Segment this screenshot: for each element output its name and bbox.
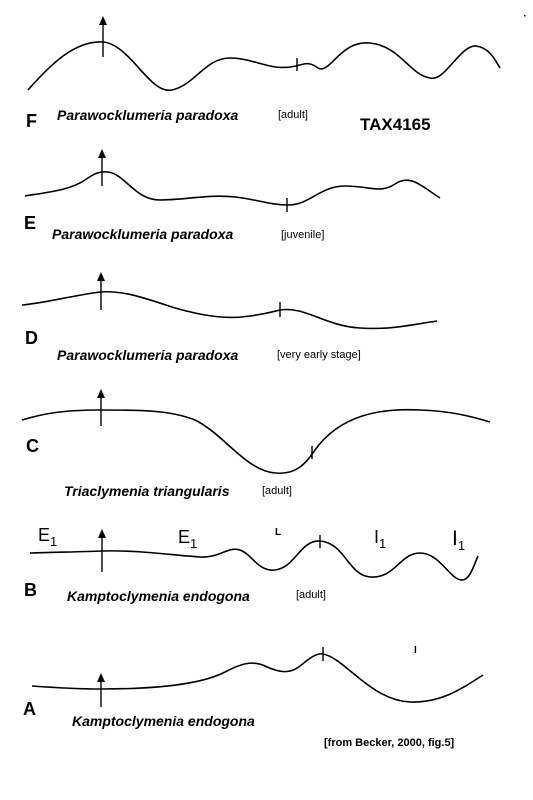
suture-line-a bbox=[31, 653, 484, 703]
species-name-f: Parawocklumeria paradoxa bbox=[57, 107, 239, 123]
suture-line-c bbox=[21, 408, 491, 475]
source-citation: [from Becker, 2000, fig.5] bbox=[324, 737, 455, 749]
stage-label-d: [very early stage] bbox=[277, 349, 361, 361]
species-name-c: Triaclymenia triangularis bbox=[64, 483, 230, 499]
species-name-d: Parawocklumeria paradoxa bbox=[57, 347, 239, 363]
lobe-label-i1-right: I1 bbox=[452, 527, 466, 553]
arrowhead-d bbox=[97, 272, 105, 281]
panel-letter-e: E bbox=[24, 213, 37, 233]
lobe-label-e1-left: E1 bbox=[38, 525, 58, 549]
stage-label-e: [juvenile] bbox=[281, 229, 325, 241]
stage-label-f: [adult] bbox=[278, 109, 308, 121]
figure-code: TAX4165 bbox=[360, 115, 431, 134]
arrowhead-a bbox=[97, 673, 105, 682]
species-name-b: Kamptoclymenia endogona bbox=[67, 588, 250, 604]
lobe-label-e1-right: E1 bbox=[178, 527, 198, 551]
suture-line-d bbox=[21, 290, 438, 330]
panel-letter-f: F bbox=[26, 111, 37, 131]
species-name-e: Parawocklumeria paradoxa bbox=[52, 226, 234, 242]
panel-letter-a: A bbox=[23, 699, 36, 719]
arrowhead-b bbox=[98, 529, 106, 538]
species-name-a: Kamptoclymenia endogona bbox=[72, 713, 255, 729]
suture-line-b bbox=[29, 540, 479, 581]
panel-letter-b: B bbox=[24, 580, 37, 600]
lobe-label-i-small: I bbox=[414, 645, 417, 656]
suture-line-f bbox=[27, 41, 501, 91]
stage-label-c: [adult] bbox=[262, 485, 292, 497]
panel-letter-d: D bbox=[25, 328, 38, 348]
stage-label-b: [adult] bbox=[296, 589, 326, 601]
corner-speck bbox=[524, 15, 526, 17]
arrowhead-c bbox=[97, 389, 105, 398]
lobe-label-i1-left: I1 bbox=[374, 527, 387, 551]
suture-line-e bbox=[24, 170, 441, 206]
panel-letter-c: C bbox=[26, 436, 39, 456]
arrowhead-f bbox=[99, 16, 107, 25]
arrowhead-e bbox=[98, 149, 106, 158]
lobe-label-l: L bbox=[275, 527, 282, 538]
